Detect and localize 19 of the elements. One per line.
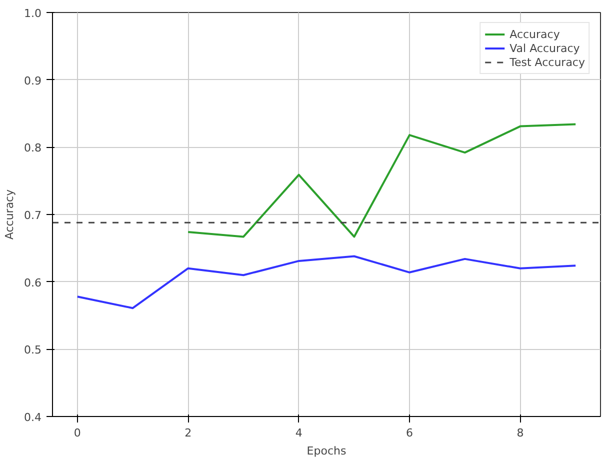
x-axis-title: Epochs xyxy=(306,444,346,458)
x-tick-label: 8 xyxy=(516,426,524,440)
line-series xyxy=(187,123,577,238)
y-tick-label: 0.6 xyxy=(24,276,42,290)
legend-label: Accuracy xyxy=(510,27,560,41)
y-tick-label: 1.0 xyxy=(24,7,42,20)
x-tick-label: 0 xyxy=(74,426,81,440)
legend-label: Test Accuracy xyxy=(510,55,585,69)
y-tick-label: 0.9 xyxy=(24,74,42,88)
y-tick-label: 0.5 xyxy=(24,344,42,357)
y-tick-label: 0.7 xyxy=(24,209,42,222)
x-tick-label: 2 xyxy=(184,426,192,440)
y-tick-label: 0.4 xyxy=(24,411,42,424)
x-tick-label: 6 xyxy=(406,426,414,440)
line-series xyxy=(76,255,577,310)
y-tick-label: 0.8 xyxy=(24,142,42,155)
x-tick-label: 4 xyxy=(295,426,302,440)
legend-label: Val Accuracy xyxy=(510,41,580,55)
y-axis-title: Accuracy xyxy=(3,188,16,240)
